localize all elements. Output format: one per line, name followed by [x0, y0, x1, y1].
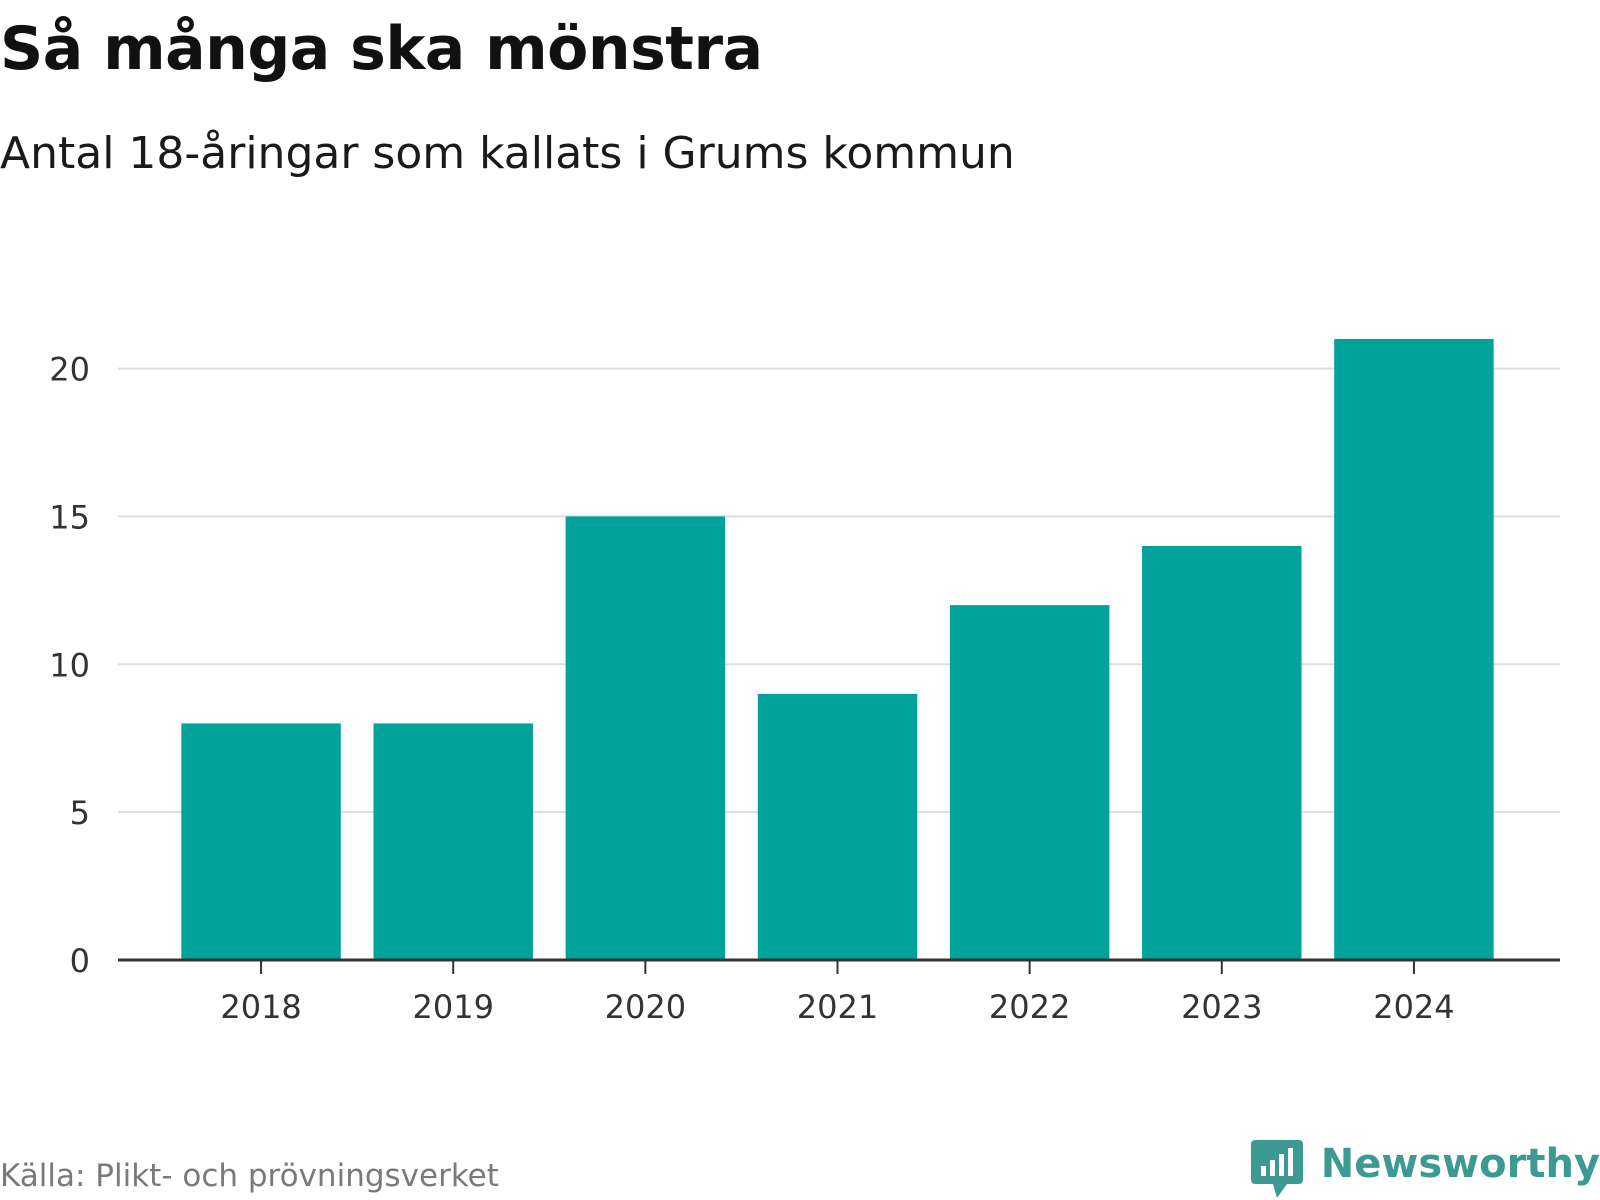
- brand-logo: Newsworthy: [1250, 1140, 1600, 1200]
- y-tick-label-20: 20: [49, 351, 90, 389]
- x-tick-label-2018: 2018: [220, 988, 301, 1026]
- x-tick-label-2022: 2022: [989, 988, 1070, 1026]
- bar-2023: [1142, 546, 1302, 960]
- x-tick-label-2024: 2024: [1373, 988, 1454, 1026]
- bar-2020: [565, 516, 726, 960]
- source-note: Källa: Plikt- och prövningsverket: [0, 1158, 499, 1194]
- y-tick-label-10: 10: [49, 646, 90, 684]
- x-tick-label-2020: 2020: [605, 988, 686, 1026]
- chart-title: Så många ska mönstra: [0, 14, 763, 84]
- x-tick-label-2019: 2019: [412, 988, 493, 1026]
- bar-2018: [181, 723, 341, 960]
- newsworthy-logo-icon: [1250, 1140, 1303, 1198]
- bar-2024: [1334, 339, 1494, 960]
- bar-2021: [757, 693, 918, 960]
- x-tick-label-2021: 2021: [797, 988, 878, 1026]
- bar-2022: [949, 605, 1110, 960]
- bar-2019: [373, 723, 533, 960]
- y-tick-label-0: 0: [70, 942, 90, 980]
- y-tick-label-5: 5: [70, 794, 90, 832]
- chart-subtitle: Antal 18-åringar som kallats i Grums kom…: [0, 128, 1015, 179]
- y-tick-label-15: 15: [49, 498, 90, 536]
- bar-chart: 0 5 10 15 20 2018 2019 2020 2021 2022 2023 2024: [49, 339, 1560, 1026]
- brand-name: Newsworthy: [1320, 1141, 1600, 1187]
- x-tick-label-2023: 2023: [1181, 988, 1262, 1026]
